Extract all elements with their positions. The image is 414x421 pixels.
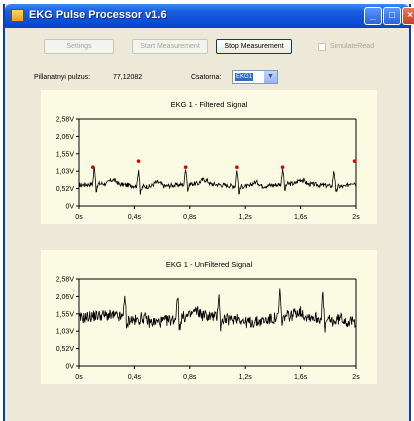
signal-line (78, 166, 357, 195)
start-measurement-button[interactable]: Start Measurement (132, 39, 208, 54)
close-icon[interactable]: × (402, 7, 414, 25)
stop-measurement-button[interactable]: Stop Measurement (216, 39, 292, 54)
x-tick-label: 1,6s (294, 374, 308, 381)
y-tick-label: 1,55V (56, 311, 75, 318)
y-tick-label: 2,06V (56, 294, 75, 301)
y-tick-label: 0,52V (56, 186, 75, 193)
window-title: EKG Pulse Processor v1.6 (29, 9, 167, 21)
channel-select[interactable]: EKG1 ▼ (232, 70, 278, 84)
y-tick-label: 0V (65, 364, 74, 371)
x-tick-label: 0,4s (128, 214, 142, 221)
settings-button[interactable]: Settings (44, 39, 114, 54)
pulse-label: Pillanatnyi pulzus: (34, 74, 91, 81)
peak-marker (280, 165, 285, 170)
app-icon (11, 9, 24, 22)
maximize-icon[interactable]: □ (383, 7, 401, 25)
peak-marker (235, 165, 239, 170)
peak-marker (91, 165, 95, 170)
y-tick-label: 1,03V (56, 329, 75, 336)
x-tick-label: 1,2s (239, 374, 253, 381)
app-window: EKG Pulse Processor v1.6 _ □ × Settings … (3, 4, 414, 421)
unfiltered-chart-panel: EKG 1 - UnFiltered Signal 0V 0,52V 1,03V 1,… (41, 250, 377, 384)
x-tick-label: 2s (352, 214, 360, 221)
y-tick-label: 0V (65, 204, 74, 211)
x-tick-label: 0s (75, 374, 83, 381)
channel-select-value: EKG1 (235, 73, 254, 81)
y-tick-label: 2,58V (56, 277, 75, 284)
simulate-read-label: SimulateRead (330, 43, 374, 50)
x-tick-label: 2s (352, 374, 360, 381)
channel-label: Csatorna: (191, 74, 222, 81)
x-tick-label: 1,2s (239, 214, 253, 221)
pulse-value: 77,12082 (113, 74, 143, 81)
title-bar[interactable]: EKG Pulse Processor v1.6 _ □ × (5, 4, 414, 28)
y-tick-label: 1,03V (56, 169, 75, 176)
x-tick-label: 1,6s (294, 214, 308, 221)
filtered-chart: 0V 0,52V 1,03V 1,55V 2,06V 2,58V 0s 0,4s 0,8s 1,2… (56, 117, 360, 222)
x-tick-label: 0,8s (183, 214, 197, 221)
y-tick-label: 2,06V (56, 134, 75, 141)
x-tick-label: 0,4s (128, 374, 142, 381)
peak-marker (352, 159, 357, 163)
minimize-icon[interactable]: _ (364, 7, 382, 25)
filtered-chart-title: EKG 1 - Filtered Signal (170, 100, 248, 109)
unfiltered-chart-title: EKG 1 - UnFiltered Signal (165, 260, 253, 269)
x-tick-label: 0,8s (183, 374, 197, 381)
y-tick-label: 1,55V (56, 151, 75, 158)
peak-marker (136, 159, 141, 163)
chevron-down-icon[interactable]: ▼ (264, 71, 277, 83)
y-tick-label: 2,58V (56, 117, 75, 124)
x-tick-label: 0s (75, 214, 83, 221)
unfiltered-chart: 0V 0,52V 1,03V 1,55V 2,06V 2,58V 0s 0,4s 0,8s 1,2… (56, 277, 360, 382)
peak-marker (183, 165, 188, 170)
simulate-read-checkbox[interactable] (318, 43, 326, 51)
signal-line (78, 288, 357, 333)
y-tick-label: 0,52V (56, 346, 75, 353)
filtered-chart-panel: EKG 1 - Filtered Signal 0V 0,52V 1,03V 1,55… (41, 90, 377, 224)
